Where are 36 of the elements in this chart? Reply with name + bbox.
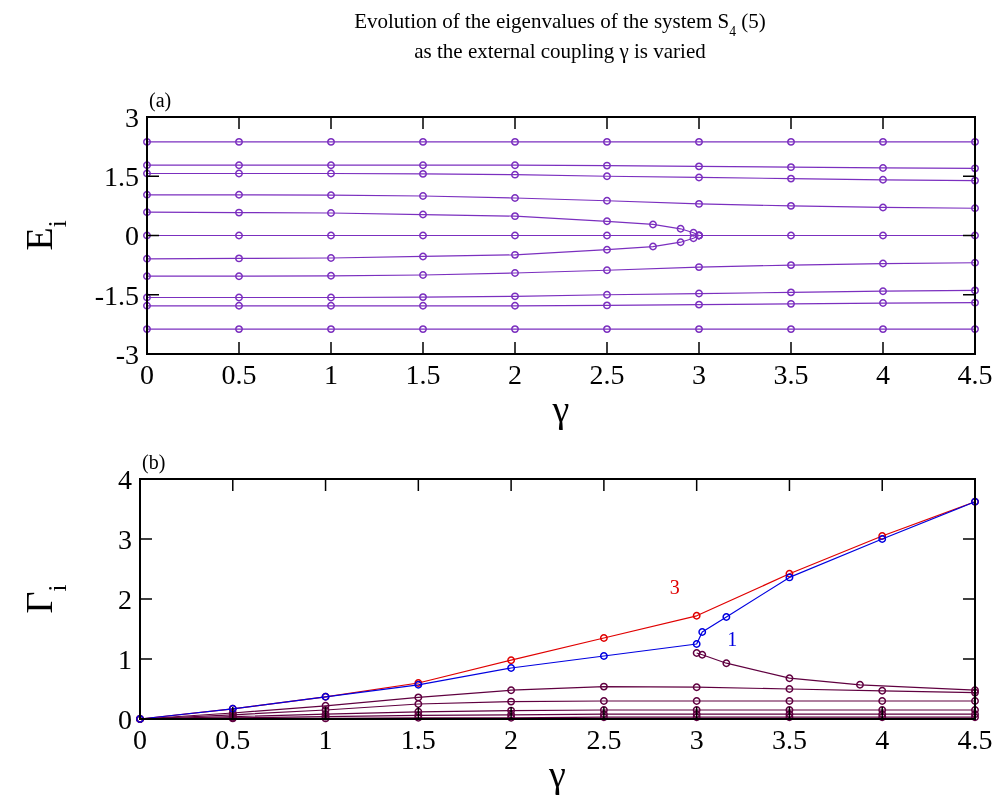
x-tick-label: 4	[876, 359, 890, 390]
text: (b)	[142, 451, 166, 474]
y-tick-label: 1	[118, 643, 132, 675]
x-tick-label: 4.5	[957, 724, 993, 755]
y-tick-label: 3	[125, 101, 139, 133]
x-tick-label: 0.5	[221, 359, 257, 390]
y-tick-label: 4	[118, 463, 132, 495]
chart-subtitle: as the external coupling γ is varied	[414, 39, 707, 63]
x-axis-title: γ	[548, 753, 566, 795]
x-tick-label: 0.5	[215, 724, 251, 755]
x-tick-label: 4	[875, 724, 890, 755]
y-tick-label: -1.5	[94, 279, 139, 311]
x-tick-label: 3.5	[771, 724, 807, 755]
x-tick-label: 1	[318, 724, 333, 755]
y-tick-label: 0	[118, 703, 132, 735]
x-tick-label: 4.5	[957, 359, 993, 390]
x-tick-label: 1.5	[405, 359, 441, 390]
series-label: 3	[669, 575, 680, 598]
y-tick-label: 0	[125, 220, 139, 252]
text: (a)	[149, 89, 172, 112]
x-axis-title: γ	[551, 388, 570, 430]
x-tick-label: 2.5	[589, 359, 625, 390]
x-tick-label: 1	[324, 359, 338, 390]
y-tick-label: 1.5	[104, 161, 139, 193]
x-tick-label: 3	[692, 359, 706, 390]
chart-title: Evolution of the eigenvalues of the system S$_{4}$ (5)	[354, 9, 766, 39]
y-tick-label: 3	[118, 523, 132, 555]
x-tick-label: 2.5	[586, 724, 622, 755]
series-label: 1	[727, 628, 738, 650]
x-tick-label: 3	[689, 724, 704, 755]
x-tick-label: 1.5	[400, 724, 436, 755]
y-tick-label: 2	[118, 583, 132, 615]
x-tick-label: 3.5	[773, 359, 809, 390]
x-tick-label: 2	[508, 359, 522, 390]
y-tick-label: -3	[115, 338, 139, 370]
x-tick-label: 2	[504, 724, 519, 755]
